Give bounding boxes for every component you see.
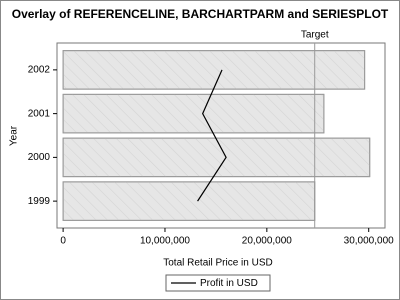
bar-hatch: [62, 50, 366, 90]
x-tick-label: 30,000,000: [344, 236, 394, 247]
x-tick-label: 0: [60, 236, 66, 247]
x-axis-label: Total Retail Price in USD: [163, 258, 272, 269]
y-tick-label: 1999: [28, 196, 51, 207]
bar-hatch: [62, 137, 371, 178]
y-tick-label: 2002: [28, 65, 51, 76]
bar-hatch: [62, 181, 316, 221]
reference-label: Target: [301, 30, 329, 41]
legend-box: [165, 274, 271, 292]
y-tick-label: 2000: [28, 152, 51, 163]
x-tick-label: 10,000,000: [140, 236, 190, 247]
y-axis-label: Year: [9, 125, 20, 146]
series-line: [197, 69, 227, 202]
y-tick-label: 2001: [28, 108, 51, 119]
legend-label: Profit in USD: [200, 278, 258, 289]
bar-hatch: [62, 93, 325, 134]
x-tick-label: 20,000,000: [242, 236, 292, 247]
chart-title: Overlay of REFERENCELINE, BARCHARTPARM a…: [12, 7, 389, 21]
